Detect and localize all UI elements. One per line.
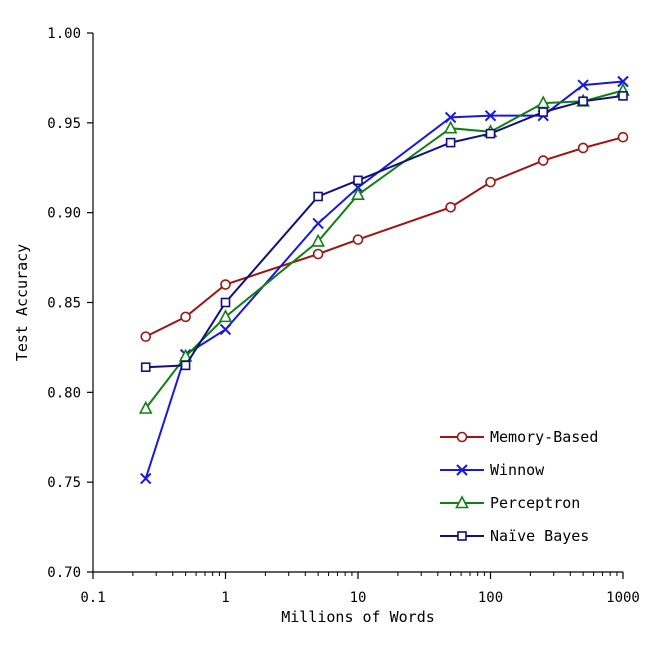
series-perceptron: [138, 82, 630, 414]
legend-label: Winnow: [490, 461, 545, 479]
data-point-winnow: [444, 111, 457, 124]
data-point-perceptron: [218, 309, 233, 323]
legend-marker: [457, 531, 467, 541]
series-memory-based: [140, 131, 629, 342]
data-point-na-ve-bayes: [578, 96, 588, 107]
legend-marker: [456, 431, 468, 443]
data-point-memory-based: [485, 176, 496, 188]
data-point-na-ve-bayes: [485, 128, 496, 139]
legend-item-winnow: Winnow: [440, 461, 545, 479]
y-tick-label: 0.75: [47, 475, 81, 491]
data-point-winnow: [577, 79, 589, 91]
series-layer: [138, 75, 630, 485]
legend-marker: [456, 464, 468, 476]
y-tick-label: 0.85: [47, 296, 81, 312]
data-point-na-ve-bayes: [313, 191, 323, 202]
data-point-na-ve-bayes: [180, 360, 191, 371]
data-point-winnow: [219, 323, 232, 336]
data-point-perceptron: [138, 400, 153, 414]
axis-ticks: 0.70 0.75 0.80 0.85 0.90 0.95 1.00 0.1 1 10 100 100…: [47, 26, 640, 606]
y-tick-label: 0.90: [47, 206, 81, 222]
x-tick-label: 0.1: [80, 590, 105, 606]
x-tick-label: 1000: [606, 590, 640, 606]
data-point-memory-based: [617, 131, 629, 143]
series-line-perceptron: [144, 89, 624, 410]
data-point-memory-based: [577, 142, 589, 154]
data-point-winnow: [140, 472, 152, 485]
data-point-memory-based: [537, 155, 549, 166]
y-tick-label: 0.70: [47, 565, 81, 581]
data-point-memory-based: [352, 234, 364, 245]
legend-item-na-ve-bayes: Naïve Bayes: [440, 527, 589, 545]
series-winnow: [140, 75, 629, 485]
series-line-memory-based: [145, 136, 624, 338]
series-line-winnow: [144, 80, 624, 479]
legend-item-perceptron: Perceptron: [440, 494, 580, 512]
data-point-memory-based: [180, 311, 191, 323]
data-point-perceptron: [443, 120, 458, 134]
series-na-ve-bayes: [140, 91, 628, 372]
legend-label: Memory-Based: [490, 428, 598, 446]
data-point-na-ve-bayes: [618, 91, 628, 101]
legend-label: Perceptron: [490, 494, 580, 512]
x-tick-label: 1: [221, 590, 229, 606]
data-point-memory-based: [140, 331, 152, 342]
y-axis-title: Test Accuracy: [13, 244, 31, 361]
legend-marker: [455, 495, 469, 509]
data-point-na-ve-bayes: [538, 107, 549, 117]
y-tick-label: 0.80: [47, 385, 81, 401]
data-point-memory-based: [312, 248, 324, 260]
y-tick-label: 0.95: [47, 116, 81, 132]
data-point-winnow: [312, 217, 324, 230]
y-tick-label: 1.00: [47, 26, 81, 42]
data-point-winnow: [617, 75, 629, 88]
data-point-na-ve-bayes: [445, 137, 456, 148]
data-point-na-ve-bayes: [220, 297, 231, 308]
legend: Memory-Based Winnow Perceptron Naïve Bayes: [440, 428, 598, 545]
series-line-na-ve-bayes: [145, 94, 624, 369]
x-tick-label: 100: [478, 590, 503, 606]
data-point-na-ve-bayes: [353, 175, 363, 186]
data-point-memory-based: [445, 201, 456, 213]
data-point-na-ve-bayes: [140, 362, 151, 372]
legend-item-memory-based: Memory-Based: [440, 428, 598, 446]
x-tick-label: 10: [350, 590, 367, 606]
x-axis-title: Millions of Words: [281, 608, 435, 626]
data-point-memory-based: [220, 279, 231, 290]
legend-label: Naïve Bayes: [490, 527, 589, 545]
data-point-perceptron: [351, 186, 365, 200]
data-point-winnow: [484, 109, 497, 122]
data-point-perceptron: [311, 233, 325, 247]
